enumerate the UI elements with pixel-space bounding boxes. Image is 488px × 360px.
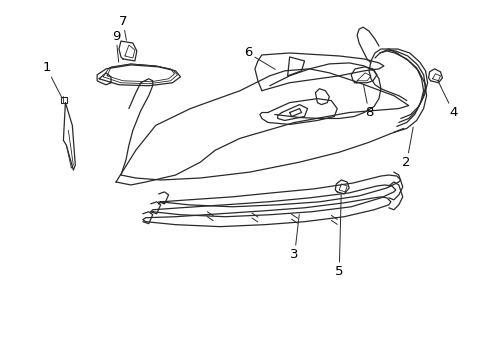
Text: 5: 5: [334, 195, 343, 278]
Text: 4: 4: [437, 80, 457, 119]
Text: 8: 8: [363, 85, 372, 119]
Text: 3: 3: [290, 215, 299, 261]
Text: 9: 9: [112, 30, 120, 62]
Text: 6: 6: [244, 46, 275, 69]
Text: 2: 2: [402, 127, 412, 168]
Text: 7: 7: [119, 15, 127, 40]
Text: 1: 1: [42, 61, 62, 98]
